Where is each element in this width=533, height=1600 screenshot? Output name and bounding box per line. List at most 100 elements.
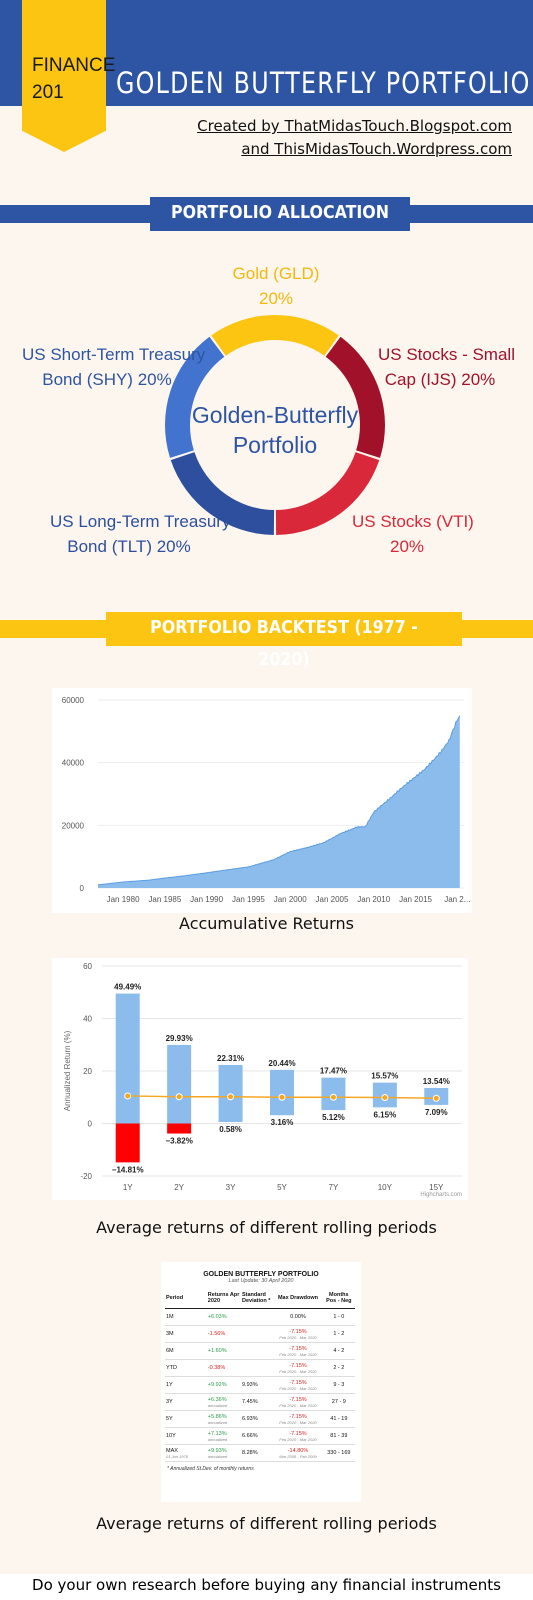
- return-value: +7.13%: [207, 1430, 227, 1437]
- disclaimer-footer: Do your own research before buying any f…: [0, 1574, 533, 1600]
- bar-y-tick: -20: [80, 1172, 92, 1181]
- allocation-section-label: PORTFOLIO ALLOCATION: [170, 202, 390, 223]
- bar-x-tick: 15Y: [429, 1183, 444, 1192]
- drawdown-value: -7.15%: [289, 1379, 307, 1386]
- period-value: 1M: [166, 1314, 174, 1320]
- stddev-value: 9.93%: [241, 1382, 258, 1388]
- area-x-tick: Jan 2015: [399, 895, 432, 904]
- area-x-tick: Jan 2...: [444, 895, 470, 904]
- caption-rolling-2: Average returns of different rolling per…: [96, 1514, 437, 1533]
- drawdown-value: -7.15%: [289, 1345, 307, 1352]
- return-value: +6.03%: [207, 1314, 227, 1320]
- backtest-section-label: PORTFOLIO BACKTEST (1977 - 2020): [150, 617, 418, 670]
- average-point: [227, 1093, 235, 1101]
- cell-drawdown: -7.15% Feb 2020 - Mar 2020: [273, 1410, 323, 1428]
- label-small-cap-line2: Cap (IJS) 20%: [384, 370, 496, 389]
- drawdown-value: 0.00%: [290, 1314, 306, 1320]
- bar-x-tick: 5Y: [277, 1183, 287, 1192]
- cell-return: -1.56%: [206, 1325, 241, 1343]
- average-point: [124, 1092, 132, 1100]
- table-row: 3Y +6.36% annualized 7.45% -7.15% Feb 2020 - …: [165, 1393, 355, 1411]
- cell-months: 81 - 39: [322, 1427, 355, 1445]
- allocation-donut-chart: Golden-Butterfly Portfolio: [165, 315, 385, 535]
- months-value: 1 - 2: [333, 1331, 345, 1337]
- average-point: [432, 1094, 440, 1102]
- cell-return: +5.86% annualized: [206, 1410, 241, 1428]
- rolling-chart-panel: 60 40 20 0 -20 Annualized Return (%) 49.49% −14…: [52, 958, 468, 1200]
- cell-stddev: [240, 1359, 274, 1377]
- area-y-tick: 20000: [62, 821, 85, 830]
- average-point: [329, 1093, 337, 1101]
- drawdown-sub: Feb 2020 - Mar 2020: [279, 1419, 317, 1425]
- period-value: 5Y: [166, 1416, 173, 1422]
- average-point: [175, 1093, 183, 1101]
- finance-badge: [22, 0, 106, 152]
- return-sub: annualized: [207, 1436, 228, 1442]
- average-point: [381, 1094, 389, 1102]
- label-shy: US Short-Term Treasury Bond (SHY) 20%: [22, 342, 205, 392]
- area-x-tick: Jan 1980: [107, 895, 140, 904]
- col-period: Period: [165, 1288, 207, 1309]
- stddev-value: 6.66%: [241, 1433, 258, 1439]
- bar-negative-2Y: [167, 1123, 192, 1134]
- cell-stddev: 7.45%: [240, 1393, 274, 1411]
- return-value: +9.92%: [207, 1382, 227, 1388]
- return-value: -0.38%: [207, 1365, 226, 1371]
- bar-positive-2Y: [167, 1044, 192, 1124]
- table-row: MAX 01 Jan 1978 +9.93% annualized 8.28% -14.8…: [165, 1444, 355, 1462]
- bar-positive-5Y: [270, 1069, 294, 1116]
- table-footnote: * Annualized St.Dev. of monthly returns: [167, 1466, 254, 1472]
- cell-drawdown: 0.00%: [273, 1308, 323, 1326]
- bar-max-label: 49.49%: [114, 983, 141, 992]
- credit-link-wordpress[interactable]: and ThisMidasTouch.Wordpress.com: [241, 140, 512, 158]
- col-returns: Returns Apr 2020: [206, 1288, 241, 1309]
- average-point: [278, 1093, 286, 1101]
- credit-link-blogspot[interactable]: Created by ThatMidasTouch.Blogspot.com: [197, 117, 512, 135]
- table-title: GOLDEN BUTTERFLY PORTFOLIO: [203, 1271, 319, 1278]
- return-sub: annualized: [207, 1453, 228, 1459]
- cell-period: 3Y: [165, 1393, 207, 1411]
- drawdown-value: -7.15%: [289, 1413, 307, 1420]
- bar-min-label: 5.12%: [322, 1113, 345, 1122]
- area-x-tick: Jan 1995: [232, 895, 265, 904]
- bar-min-label: 6.15%: [374, 1110, 397, 1119]
- table-row: 10Y +7.13% annualized 6.66% -7.15% Feb 2020 -…: [165, 1427, 355, 1445]
- table-row: 5Y +5.86% annualized 6.93% -7.15% Feb 2020 - …: [165, 1410, 355, 1428]
- cell-return: +6.36% annualized: [206, 1393, 241, 1411]
- label-gold: Gold (GLD) 20%: [226, 261, 326, 311]
- table-row: 1M +6.03% 0.00% 1 - 0: [165, 1308, 355, 1326]
- bar-y-tick: 60: [83, 962, 92, 971]
- allocation-section-label-box: PORTFOLIO ALLOCATION: [150, 197, 410, 231]
- bar-negative-1Y: [115, 1123, 140, 1163]
- area-x-tick: Jan 2005: [316, 895, 349, 904]
- donut-slice-0: [211, 315, 339, 356]
- cell-drawdown: -7.15% Feb 2020 - Mar 2020: [273, 1376, 323, 1394]
- bar-max-label: 15.57%: [371, 1072, 398, 1081]
- period-value: MAX: [166, 1447, 178, 1454]
- return-value: +9.93%: [207, 1447, 227, 1454]
- donut-center-line1: Golden-Butterfly: [192, 402, 359, 428]
- months-value: 4 - 2: [333, 1348, 345, 1354]
- cell-return: +9.93% annualized: [206, 1444, 241, 1462]
- area-x-tick: Jan 1985: [148, 895, 181, 904]
- months-value: 330 - 169: [327, 1450, 351, 1456]
- drawdown-value: -7.15%: [289, 1328, 307, 1335]
- cell-return: +9.92%: [206, 1376, 241, 1394]
- return-sub: annualized: [207, 1402, 228, 1408]
- page-title: GOLDEN BUTTERFLY PORTFOLIO: [116, 66, 531, 100]
- donut-slice-2: [275, 452, 380, 535]
- bar-x-tick: 2Y: [174, 1183, 184, 1192]
- cell-stddev: [240, 1325, 274, 1343]
- months-value: 1 - 0: [333, 1314, 345, 1320]
- cell-months: 4 - 2: [322, 1342, 355, 1360]
- period-value: YTD: [166, 1365, 177, 1371]
- highcharts-credit[interactable]: Highcharts.com: [420, 1192, 462, 1198]
- cell-period: 6M: [165, 1342, 207, 1360]
- cell-stddev: 6.66%: [240, 1427, 274, 1445]
- cell-period: 1Y: [165, 1376, 207, 1394]
- area-x-tick: Jan 2000: [274, 895, 307, 904]
- cell-period: 1M: [165, 1308, 207, 1326]
- drawdown-sub: Mar 2008 - Feb 2009: [279, 1453, 317, 1459]
- cell-drawdown: -7.15% Feb 2020 - Mar 2020: [273, 1325, 323, 1343]
- cell-period: 5Y: [165, 1410, 207, 1428]
